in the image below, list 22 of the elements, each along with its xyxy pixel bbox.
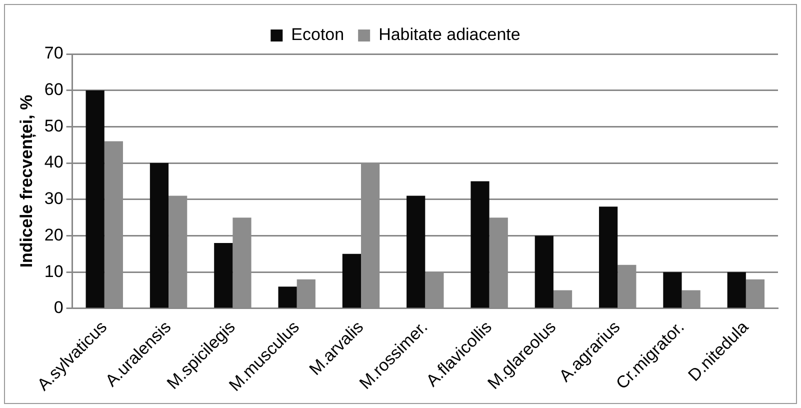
y-tick-label: 20: [44, 225, 64, 244]
y-tick-label: 60: [44, 80, 64, 100]
bar: [278, 286, 297, 308]
bar: [150, 163, 169, 308]
legend-label: Habitate adiacente: [378, 25, 520, 44]
y-axis-title: Indicele frecvenței, %: [16, 94, 36, 268]
bar: [663, 272, 682, 308]
y-tick-label: 0: [54, 298, 64, 318]
bar: [406, 196, 426, 308]
bar: [86, 90, 104, 308]
y-tick-label: 40: [44, 152, 64, 172]
bar: [599, 206, 618, 308]
y-tick-label: 30: [44, 189, 64, 208]
bar: [214, 243, 233, 308]
legend-label: Ecoton: [291, 25, 344, 44]
bar: [534, 236, 554, 308]
y-tick-label: 70: [44, 44, 64, 63]
y-tick-label: 10: [44, 262, 64, 281]
bar: [342, 254, 361, 308]
bar: [470, 181, 490, 308]
bar: [727, 272, 746, 308]
y-tick-label: 50: [44, 116, 64, 136]
